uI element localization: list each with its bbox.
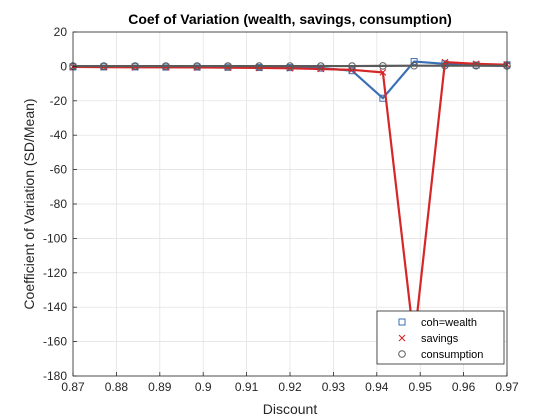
data-point-consumption: [193, 62, 201, 70]
y-tick-label: -60: [50, 163, 68, 177]
legend-box: [376, 310, 505, 365]
data-point-consumption: [348, 62, 356, 70]
data-point-consumption: [410, 61, 418, 70]
legend-label-coh-wealth: coh=wealth: [421, 317, 477, 329]
data-point-consumption: [317, 62, 325, 70]
data-point-consumption: [224, 62, 232, 70]
data-point-consumption: [162, 62, 170, 70]
chart-title: Coef of Variation (wealth, savings, cons…: [128, 11, 452, 27]
series-markers-consumption: [69, 61, 511, 70]
x-tick-label: 0.9: [195, 380, 212, 394]
y-tick-label: 0: [60, 59, 67, 73]
data-point-coh-wealth: [410, 58, 418, 66]
legend: coh=wealth savings consumption: [376, 310, 505, 365]
y-tick-label: -100: [43, 231, 67, 245]
legend-label-savings: savings: [421, 333, 459, 345]
x-tick-label: 0.93: [322, 380, 346, 394]
y-axis-label: Coefficient of Variation (SD/Mean): [21, 98, 37, 309]
data-point-consumption: [472, 61, 480, 70]
x-tick-label: 0.92: [278, 380, 302, 394]
legend-entry-savings: savings: [398, 333, 459, 345]
legend-entry-coh-wealth: coh=wealth: [398, 317, 477, 329]
legend-marker-savings: [398, 334, 406, 342]
y-tick-label: -20: [50, 94, 68, 108]
y-tick-label: -80: [50, 197, 68, 211]
data-point-consumption: [441, 61, 449, 70]
y-tick-label: -160: [43, 335, 67, 349]
y-tick-label: -120: [43, 266, 67, 280]
series-layer: [69, 58, 511, 345]
data-point-savings: [379, 69, 387, 76]
x-tick-label: 0.96: [452, 380, 476, 394]
x-tick-label: 0.95: [409, 380, 433, 394]
y-tick-label: -40: [50, 128, 68, 142]
data-point-consumption: [131, 62, 139, 70]
data-point-consumption: [255, 62, 263, 70]
x-axis: 0.87 0.88 0.89 0.9 0.91 0.92 0.93 0.94 0.95 0.96 0…: [61, 372, 519, 394]
x-tick-label: 0.91: [235, 380, 259, 394]
legend-marker-consumption: [398, 350, 406, 358]
x-tick-label: 0.94: [365, 380, 389, 394]
data-point-consumption: [379, 62, 387, 70]
y-tick-label: -140: [43, 300, 67, 314]
x-tick-label: 0.89: [148, 380, 172, 394]
data-point-consumption: [286, 62, 294, 70]
x-tick-label: 0.87: [61, 380, 85, 394]
x-tick-label: 0.88: [105, 380, 129, 394]
legend-label-consumption: consumption: [421, 349, 483, 361]
y-axis: 20 0 -20 -40 -60 -80 -100 -120 -140 -160 -180: [43, 25, 77, 383]
x-tick-label: 0.97: [495, 380, 519, 394]
legend-marker-coh-wealth: [398, 318, 406, 326]
x-axis-label: Discount: [263, 401, 318, 417]
data-point-consumption: [100, 62, 108, 70]
legend-entry-consumption: consumption: [398, 349, 483, 361]
y-tick-label: -180: [43, 369, 67, 383]
y-tick-label: 20: [54, 25, 68, 39]
series-consumption: [69, 61, 511, 70]
